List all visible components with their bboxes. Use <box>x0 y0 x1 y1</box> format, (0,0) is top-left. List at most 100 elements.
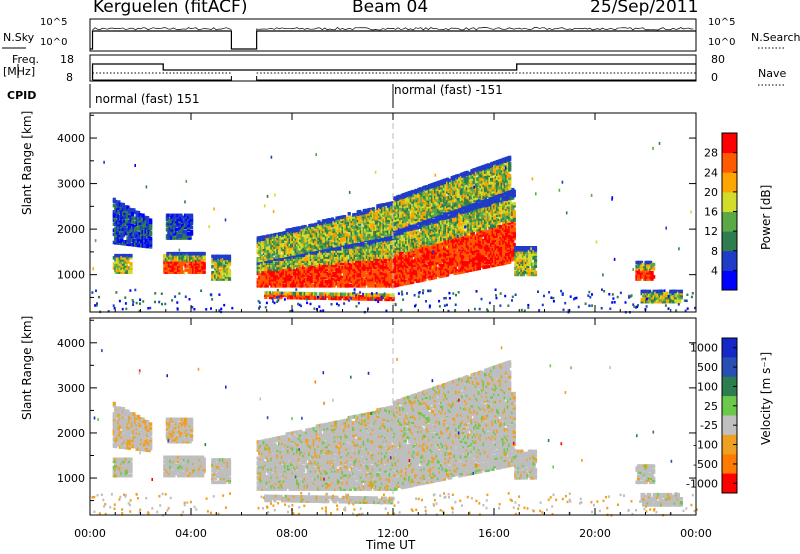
scatter-cell <box>265 242 269 247</box>
scatter-cell <box>450 222 454 227</box>
scatter-cell <box>186 260 190 264</box>
scatter-cell <box>186 264 190 268</box>
scatter-cell <box>347 243 351 247</box>
freq-trace <box>91 63 696 80</box>
scatter-cell <box>340 238 344 242</box>
scatter-cell <box>137 241 141 246</box>
scatter-cell <box>385 273 389 278</box>
scatter-cell <box>221 277 225 281</box>
scatter-cell <box>424 273 428 277</box>
time-xlabel: Time UT <box>366 538 416 552</box>
scatter-cell <box>382 279 386 284</box>
scatter-cell <box>118 262 122 266</box>
scatter-cell <box>189 268 193 272</box>
scatter-cell <box>202 256 206 260</box>
scatter-cell <box>338 277 342 282</box>
scatter-cell <box>306 248 310 253</box>
scatter-cell <box>341 241 345 246</box>
scatter-cell <box>182 262 187 266</box>
scatter-cell <box>227 271 232 275</box>
scatter-cell <box>199 268 203 272</box>
scatter-cell <box>202 266 206 270</box>
scatter-cell <box>335 259 339 263</box>
scatter-cell <box>187 225 191 230</box>
scatter-cell <box>377 234 382 239</box>
scatter-cell <box>435 260 439 265</box>
scatter-cell <box>305 275 309 280</box>
scatter-cell <box>212 277 216 281</box>
scatter-cell <box>383 233 388 237</box>
scatter-cell <box>382 203 386 207</box>
scatter-cell <box>130 220 135 224</box>
scatter-cell <box>127 220 132 224</box>
scatter-cell <box>358 222 362 226</box>
scatter-cell <box>280 281 285 286</box>
scatter-cell <box>256 281 260 286</box>
scatter-cell <box>112 212 116 216</box>
scatter-cell <box>127 207 132 212</box>
scatter-cell <box>453 271 457 276</box>
scatter-cell <box>291 277 295 282</box>
scatter-cell <box>291 259 295 263</box>
scatter-cell <box>471 263 475 268</box>
strip-panels <box>2 18 786 108</box>
scatter-cell <box>344 267 348 272</box>
scatter-cell <box>323 296 327 300</box>
scatter-cell <box>112 256 116 260</box>
scatter-cell <box>402 243 406 247</box>
scatter-cell <box>346 255 350 259</box>
scatter-cell <box>268 281 272 286</box>
scatter-cell <box>114 204 118 208</box>
scatter-cell <box>352 271 356 276</box>
scatter-cell <box>282 247 286 252</box>
scatter-cell <box>294 263 298 268</box>
scatter-cell <box>330 281 335 286</box>
scatter-cell <box>365 237 369 241</box>
scatter-cell <box>297 250 301 255</box>
scatter-cell <box>362 245 366 249</box>
scatter-cell <box>165 217 169 222</box>
scatter-cell <box>361 269 365 274</box>
scatter-cell <box>165 215 169 220</box>
scatter-cell <box>356 292 360 297</box>
scatter-cell <box>408 264 412 269</box>
scatter-cell <box>123 225 127 230</box>
scatter-cell <box>380 234 385 238</box>
scatter-cell <box>450 220 454 225</box>
scatter-cell <box>183 230 188 234</box>
scatter-cell <box>409 272 413 276</box>
scatter-cell <box>129 270 133 274</box>
cpid-label: CPID <box>7 89 37 102</box>
nsearch-trace <box>92 27 694 31</box>
scatter-cell <box>411 280 415 284</box>
scatter-cell <box>170 215 174 220</box>
scatter-cell <box>312 294 316 298</box>
scatter-cell <box>169 266 173 270</box>
scatter-cell <box>184 268 188 272</box>
scatter-cell <box>121 227 125 232</box>
scatter-cell <box>127 234 132 238</box>
scatter-cell <box>220 264 224 269</box>
scatter-cell <box>317 271 321 276</box>
scatter-cell <box>149 232 153 237</box>
scatter-cell <box>379 284 383 288</box>
scatter-cell <box>138 213 142 217</box>
scatter-cell <box>167 234 171 238</box>
scatter-cell <box>446 254 450 259</box>
scatter-cell <box>343 237 347 242</box>
freq-unit: [MHz] <box>3 65 36 78</box>
scatter-cell <box>163 262 167 266</box>
scatter-cell <box>124 209 128 213</box>
scatter-cell <box>317 261 321 266</box>
scatter-cell <box>361 295 365 299</box>
nsearch-tick-bottom: 10^0 <box>708 37 736 48</box>
scatter-cell <box>343 247 347 251</box>
scatter-cell <box>443 236 447 241</box>
nave-tick-bottom: 0 <box>711 71 718 84</box>
scatter-cell <box>311 284 315 288</box>
scatter-cell <box>318 284 322 288</box>
scatter-cell <box>358 257 362 261</box>
scatter-cell <box>323 259 327 263</box>
scatter-cell <box>164 266 168 270</box>
scatter-cell <box>400 233 404 237</box>
